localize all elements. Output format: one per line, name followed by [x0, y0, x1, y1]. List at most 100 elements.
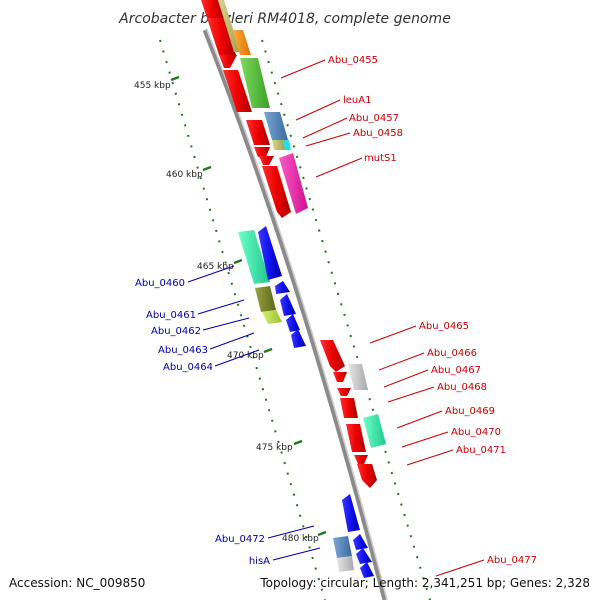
leader-line [197, 299, 245, 315]
accession-text: Accession: NC_009850 [9, 576, 145, 590]
leader-line [302, 117, 348, 139]
leader-line [187, 265, 235, 283]
gene-arrow-head [291, 329, 306, 348]
gene-label-abu-0471[interactable]: Abu_0471 [456, 445, 506, 456]
gene-label-abu-0465[interactable]: Abu_0465 [419, 321, 469, 332]
leader-line [315, 157, 363, 178]
gene-label-abu-0464[interactable]: Abu_0464 [163, 362, 213, 373]
tick-label-455: 455 kbp [134, 81, 171, 91]
genome-backbone [202, 29, 388, 600]
tick-label-475: 475 kbp [256, 443, 293, 453]
tick-label-465: 465 kbp [197, 262, 234, 272]
leader-line [295, 99, 341, 121]
leader-line [401, 431, 449, 448]
leader-line [369, 325, 417, 344]
gene-arrow-head [360, 562, 374, 578]
gene-label-abu-0457[interactable]: Abu_0457 [349, 113, 399, 124]
tick-mark-465 [233, 258, 243, 265]
gene-block [262, 310, 282, 324]
gene-label-abu-0467[interactable]: Abu_0467 [431, 365, 481, 376]
leader-line [387, 386, 435, 403]
gene-label-abu-0470[interactable]: Abu_0470 [451, 427, 501, 438]
map-title: Arcobacter butzleri RM4018, complete gen… [118, 11, 451, 27]
reverse-genes [238, 226, 374, 578]
tick-mark-475 [293, 439, 303, 446]
gene-block [201, 0, 224, 18]
leader-line [267, 525, 315, 539]
leader-line [280, 59, 326, 79]
gene-label-leua1[interactable]: leuA1 [343, 95, 371, 106]
gene-block [346, 424, 366, 452]
gene-arrow-head [275, 281, 290, 294]
tick-label-480: 480 kbp [282, 534, 319, 544]
gene-block [262, 166, 291, 218]
gene-block [258, 226, 282, 280]
gene-arrow-head [219, 55, 237, 68]
tick-mark-460 [202, 165, 212, 172]
gene-block [320, 340, 345, 372]
gene-block [264, 112, 288, 140]
gene-arrow-head [354, 455, 368, 464]
gene-label-abu-0460[interactable]: Abu_0460 [135, 278, 185, 289]
gene-arrow-head [356, 548, 372, 564]
reverse-label-leaders [187, 265, 321, 561]
gene-label-abu-0472[interactable]: Abu_0472 [215, 534, 265, 545]
gene-label-abu-0458[interactable]: Abu_0458 [353, 128, 403, 139]
tick-label-460: 460 kbp [166, 170, 203, 180]
gene-label-abu-0477[interactable]: Abu_0477 [487, 555, 537, 566]
gene-arrow-head [286, 314, 300, 332]
leader-line [378, 352, 425, 371]
leader-line [406, 449, 454, 466]
tick-label-470: 470 kbp [227, 351, 264, 361]
gene-block [337, 556, 354, 572]
gene-block [207, 18, 236, 55]
tick-mark-455 [170, 75, 180, 82]
gene-arrow-head [259, 156, 274, 165]
gene-block [246, 120, 270, 145]
gene-block [348, 364, 368, 390]
tick-mark-470 [263, 347, 273, 354]
gene-label-abu-0468[interactable]: Abu_0468 [437, 382, 487, 393]
leader-line [383, 369, 429, 388]
gene-block [255, 286, 276, 312]
gene-block [363, 414, 386, 448]
gene-block [218, 0, 240, 52]
gene-block [357, 464, 377, 488]
leader-line [305, 132, 351, 147]
leader-line [202, 317, 250, 331]
genome-summary-text: Topology: circular; Length: 2,341,251 bp… [259, 576, 590, 590]
gene-block [240, 58, 270, 108]
gene-block [232, 30, 251, 55]
gene-label-abu-0461[interactable]: Abu_0461 [146, 310, 196, 321]
gene-label-hisa[interactable]: hisA [249, 556, 270, 567]
gene-label-abu-0455[interactable]: Abu_0455 [328, 55, 378, 66]
gene-arrow-head [353, 534, 368, 550]
gene-arrow-head [333, 372, 347, 382]
gene-block [283, 140, 291, 150]
gene-block [340, 398, 358, 418]
leader-line [214, 349, 260, 367]
gene-arrow-head [280, 294, 296, 316]
gene-label-abu-0469[interactable]: Abu_0469 [445, 406, 495, 417]
gene-label-abu-0462[interactable]: Abu_0462 [151, 326, 201, 337]
gene-block [333, 536, 352, 558]
gene-arrow-head [337, 388, 351, 396]
forward-gene-labels: Abu_0455 leuA1 Abu_0457 Abu_0458 mutS1 A… [328, 55, 537, 566]
reverse-gene-labels: Abu_0460 Abu_0461 Abu_0462 Abu_0463 Abu_… [135, 278, 270, 567]
gene-label-abu-0463[interactable]: Abu_0463 [158, 345, 208, 356]
gene-label-abu-0466[interactable]: Abu_0466 [427, 348, 477, 359]
leader-line [396, 410, 443, 429]
leader-line [272, 547, 321, 561]
gene-block [342, 494, 360, 532]
tick-mark-480 [317, 530, 327, 537]
gene-block [279, 153, 308, 214]
leader-line [435, 559, 485, 577]
gene-arrow-head [254, 147, 270, 157]
gene-block [272, 140, 285, 150]
leader-line [209, 332, 255, 350]
gene-block [238, 230, 270, 284]
forward-label-leaders [280, 59, 485, 577]
gene-label-muts1[interactable]: mutS1 [364, 153, 397, 164]
forward-genes [201, 0, 386, 488]
